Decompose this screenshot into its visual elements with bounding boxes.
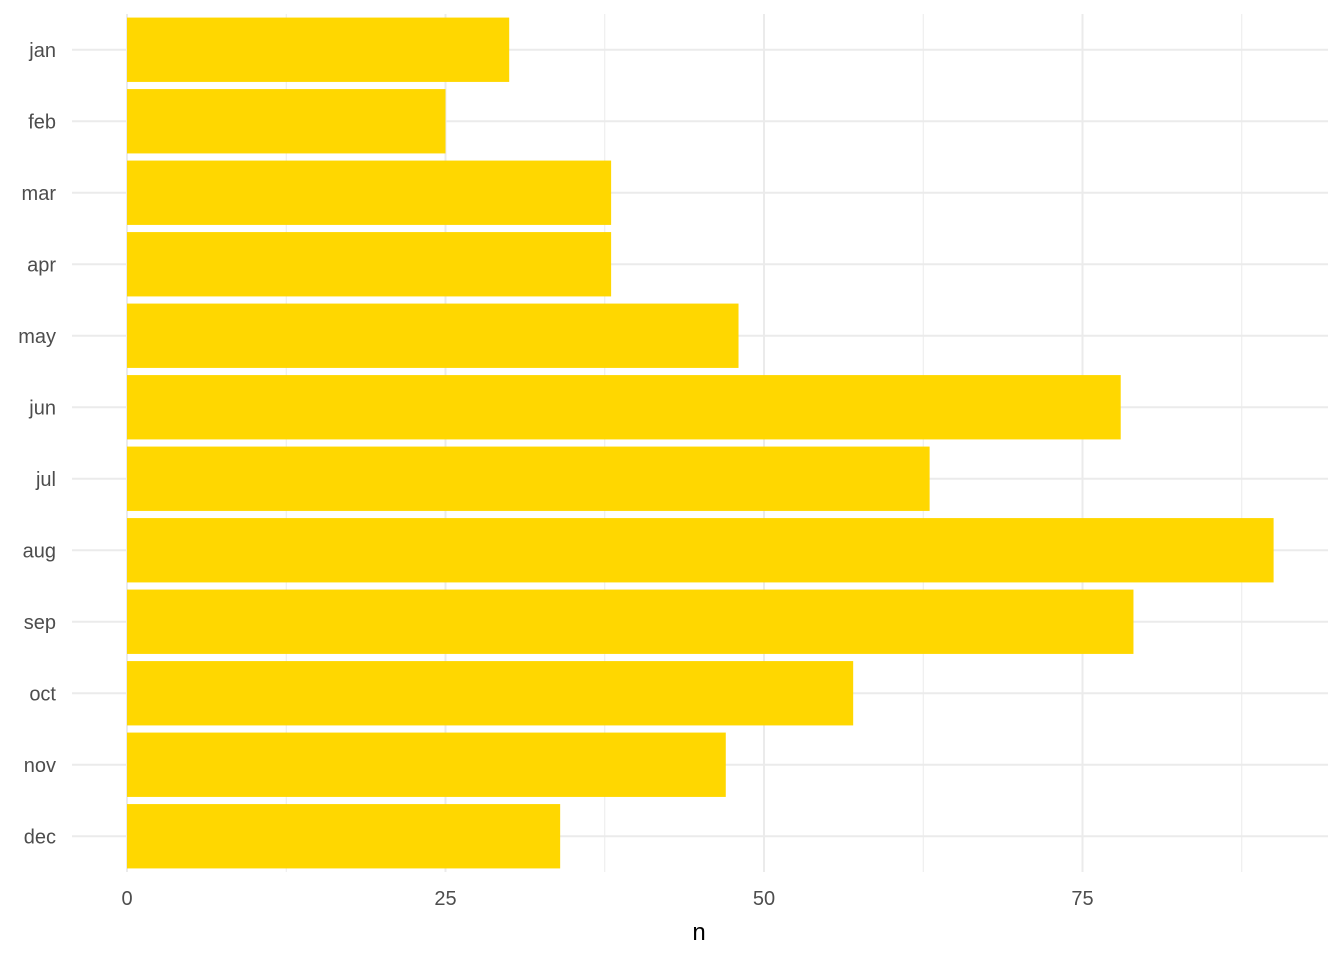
y-tick-label-nov: nov [24, 755, 56, 777]
y-tick-label-apr: apr [27, 254, 56, 276]
bar-jun [127, 375, 1121, 440]
bars [127, 17, 1274, 869]
y-tick-label-may: may [18, 326, 56, 348]
y-axis-tick-labels: jan feb mar apr may jun jul aug sep oct nov dec [18, 40, 56, 849]
bar-feb [127, 89, 446, 154]
x-tick-label-75: 75 [1071, 888, 1093, 910]
bar-dec [127, 804, 561, 869]
y-tick-label-jul: jul [35, 469, 56, 491]
y-tick-label-feb: feb [28, 111, 56, 133]
bar-aug [127, 518, 1274, 583]
y-tick-label-mar: mar [22, 183, 57, 205]
y-tick-label-jan: jan [28, 40, 56, 62]
x-tick-label-0: 0 [121, 888, 132, 910]
x-tick-label-50: 50 [753, 888, 775, 910]
x-axis-title: n [692, 919, 705, 946]
bar-jul [127, 446, 930, 511]
bar-oct [127, 661, 854, 726]
bar-mar [127, 160, 612, 225]
x-axis-tick-labels: 0 25 50 75 [121, 888, 1093, 910]
y-tick-label-dec: dec [24, 826, 56, 848]
y-tick-label-aug: aug [23, 540, 56, 562]
bar-may [127, 303, 739, 368]
bar-jan [127, 17, 510, 82]
x-tick-label-25: 25 [434, 888, 456, 910]
bar-nov [127, 732, 726, 797]
y-tick-label-jun: jun [28, 397, 56, 419]
y-tick-label-sep: sep [24, 612, 56, 634]
bar-sep [127, 589, 1134, 654]
y-tick-label-oct: oct [29, 683, 56, 705]
bar-apr [127, 232, 612, 297]
